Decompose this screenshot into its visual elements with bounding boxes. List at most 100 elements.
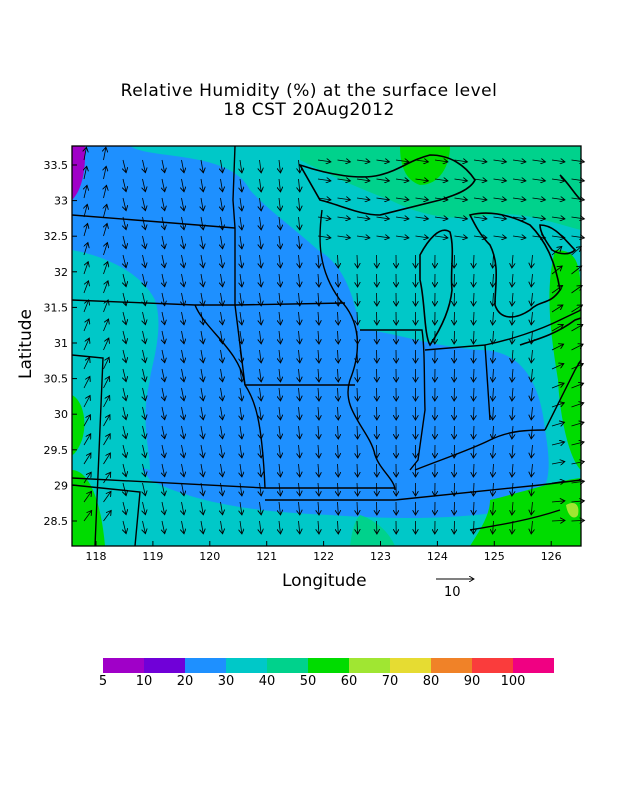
wind-arrow xyxy=(240,235,242,249)
wind-arrow xyxy=(493,292,494,306)
wind-arrow xyxy=(338,292,339,306)
wind-arrow xyxy=(551,383,564,389)
wind-arrow xyxy=(201,235,203,249)
wind-arrow xyxy=(531,330,532,344)
wind-arrow xyxy=(551,305,563,313)
michigan-peninsula xyxy=(468,212,561,318)
wind-arrow xyxy=(493,501,494,515)
wind-arrow xyxy=(571,286,583,294)
wind-arrow xyxy=(317,160,331,162)
wind-arrow xyxy=(512,501,513,515)
wind-arrow xyxy=(571,160,585,162)
wind-arrow xyxy=(104,224,108,237)
wind-arrow xyxy=(318,463,319,477)
wind-arrow xyxy=(395,179,409,181)
wind-arrow xyxy=(473,444,474,458)
wind-arrow xyxy=(260,368,262,382)
wind-arrow xyxy=(299,368,300,382)
wind-arrow xyxy=(182,159,185,173)
wind-arrow xyxy=(83,396,90,408)
wind-arrow xyxy=(104,147,106,161)
wind-arrow xyxy=(299,520,300,534)
wind-arrow xyxy=(123,444,126,458)
wind-arrow xyxy=(318,349,319,363)
wind-arrow xyxy=(512,425,513,439)
colorbar-swatch xyxy=(431,658,472,673)
wind-arrow xyxy=(299,463,300,477)
wind-arrow xyxy=(260,273,262,287)
wind-arrow xyxy=(531,387,532,401)
wind-arrow xyxy=(357,425,358,439)
wind-arrow xyxy=(162,387,165,401)
wind-arrow xyxy=(493,236,507,238)
wind-arrow xyxy=(201,254,203,268)
y-tick-label: 29 xyxy=(54,479,68,492)
wind-arrow xyxy=(103,376,110,389)
wind-arrow xyxy=(493,387,494,401)
wind-arrow xyxy=(551,179,565,181)
wind-arrow xyxy=(337,217,351,219)
wind-arrow xyxy=(221,178,223,192)
wind-arrow xyxy=(143,425,146,439)
wind-arrow xyxy=(123,520,126,534)
wind-arrow xyxy=(221,444,223,458)
wind-arrow xyxy=(221,197,223,211)
wind-arrow xyxy=(317,217,331,219)
wind-arrow xyxy=(531,406,532,420)
wind-arrow xyxy=(493,349,494,363)
wind-arrow xyxy=(551,266,562,275)
wind-arrow xyxy=(473,368,474,382)
lake-michigan xyxy=(419,229,454,347)
colorbar-swatch xyxy=(226,658,267,673)
wind-arrow xyxy=(532,179,546,181)
wind-arrow xyxy=(338,406,339,420)
wind-arrow xyxy=(493,254,494,268)
wind-arrow xyxy=(162,254,165,268)
wind-arrow xyxy=(123,482,126,496)
colorbar-label: 20 xyxy=(176,674,194,689)
wind-arrow xyxy=(473,160,487,162)
wind-arrow xyxy=(103,281,109,294)
wind-arrow xyxy=(123,387,126,401)
wind-arrow xyxy=(317,179,331,181)
wind-arrow xyxy=(299,425,300,439)
wind-arrow xyxy=(551,247,562,256)
wind-arrow xyxy=(182,235,185,249)
wind-arrow xyxy=(318,254,319,268)
colorbar-label: 5 xyxy=(98,674,108,689)
wind-arrow xyxy=(143,501,146,515)
wind-arrow xyxy=(434,179,448,181)
wind-arrow xyxy=(473,387,474,401)
wind-arrow xyxy=(279,444,281,458)
wind-arrow xyxy=(338,520,339,534)
very-dry-spot xyxy=(72,146,86,200)
wind-arrow xyxy=(83,472,91,484)
wind-arrow xyxy=(571,442,585,445)
wind-arrow xyxy=(532,160,546,162)
wind-arrow xyxy=(83,357,90,370)
wind-arrow xyxy=(473,406,474,420)
wind-arrow xyxy=(143,482,146,496)
wind-arrow xyxy=(551,422,565,426)
wind-arrow xyxy=(240,444,242,458)
x-tick-label: 119 xyxy=(142,550,163,563)
wind-arrow xyxy=(512,368,513,382)
wind-arrow xyxy=(201,368,203,382)
wind-arrow xyxy=(512,179,526,181)
wind-arrow xyxy=(162,482,165,496)
boundary-line xyxy=(72,484,141,546)
wind-arrow xyxy=(182,254,185,268)
wind-arrow xyxy=(299,159,300,173)
wind-arrow xyxy=(104,185,107,199)
wind-arrow xyxy=(260,159,262,173)
wind-arrow xyxy=(318,501,319,515)
wind-arrow xyxy=(182,311,185,325)
wind-arrow xyxy=(162,311,165,325)
wind-arrow xyxy=(415,236,429,238)
wind-arrow xyxy=(240,254,242,268)
wind-arrow xyxy=(83,319,89,332)
wind-arrow xyxy=(338,463,339,477)
colorbar-swatch xyxy=(185,658,226,673)
colorbar-label: 10 xyxy=(135,674,153,689)
boundary-line xyxy=(360,329,426,471)
